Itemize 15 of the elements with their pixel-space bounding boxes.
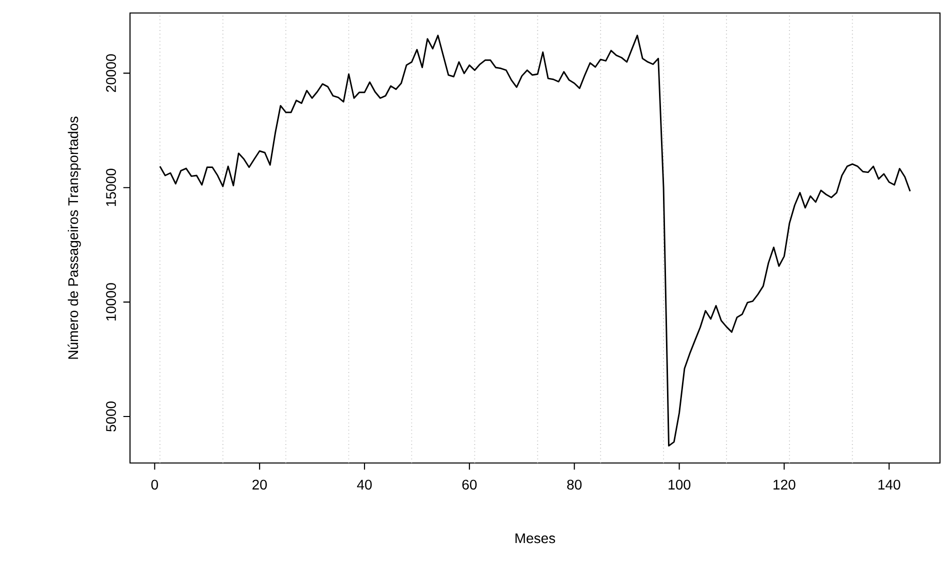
line-series [159,34,911,447]
y-tick-label: 15000 [106,168,116,206]
x-tick-label: 80 [567,480,582,490]
y-tick-label: 20000 [106,54,116,92]
x-tick-label: 60 [462,480,477,490]
x-tick-label: 120 [774,480,796,490]
x-tick-label: 0 [151,480,158,490]
y-tick-label: 10000 [106,283,116,320]
y-tick-label: 5000 [106,402,116,432]
x-tick-label: 40 [357,480,372,490]
x-tick-label: 140 [878,480,900,490]
x-axis-title: Meses [516,533,556,544]
x-tick-label: 100 [668,480,690,490]
x-tick-label: 20 [252,480,267,490]
y-axis-title: Número de Passageiros Transportados [68,116,81,359]
